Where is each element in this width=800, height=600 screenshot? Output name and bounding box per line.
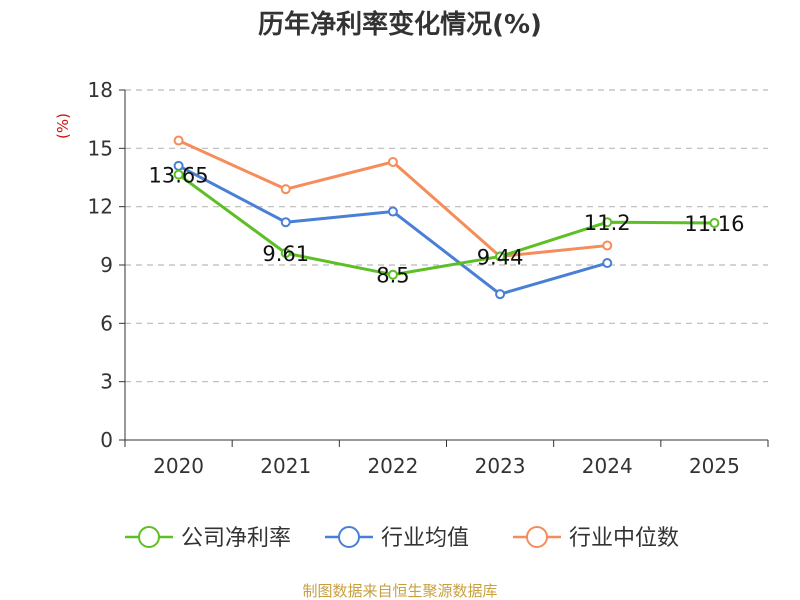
legend-marker-icon — [338, 526, 360, 548]
data-point — [280, 248, 291, 259]
data-point — [387, 206, 398, 217]
data-point — [709, 218, 720, 228]
data-point — [280, 184, 291, 195]
axes: 0 3 6 9 12 15 18 2020 2021 2022 2023 2024 2025 — [88, 78, 769, 478]
grid — [125, 89, 768, 383]
series-1 — [173, 169, 720, 280]
legend-item[interactable]: 行业均值 — [325, 526, 469, 551]
y-tick-label: 9 — [100, 253, 113, 277]
legend-label: 行业均值 — [381, 526, 469, 551]
y-axis-label: (%) — [54, 113, 72, 139]
data-labels: 13.65 9.61 8.5 9.44 11.2 11.16 — [149, 164, 745, 288]
x-tick-label: 2021 — [260, 454, 311, 478]
series-line — [177, 173, 716, 277]
y-tick-label: 15 — [88, 136, 113, 160]
y-tick-label: 12 — [88, 195, 113, 219]
legend-label: 行业中位数 — [569, 526, 679, 551]
data-label: 8.5 — [376, 264, 409, 288]
x-tick-label: 2020 — [153, 454, 204, 478]
data-point — [495, 251, 506, 262]
data-point — [602, 217, 613, 228]
data-label: 11.2 — [584, 211, 631, 235]
data-label: 13.65 — [149, 164, 209, 188]
data-label: 11.16 — [684, 212, 744, 236]
y-tick-label: 0 — [100, 428, 113, 452]
data-point — [173, 135, 184, 146]
legend-item[interactable]: 行业中位数 — [513, 526, 679, 551]
legend-label: 公司净利率 — [181, 526, 291, 551]
y-tick-label: 3 — [100, 370, 113, 394]
data-label: 9.61 — [262, 242, 309, 266]
data-point — [602, 258, 613, 269]
legend[interactable]: 公司净利率 行业均值 行业中位数 — [125, 526, 679, 551]
y-tick-label: 6 — [100, 311, 113, 335]
data-point — [495, 289, 506, 300]
data-point — [602, 240, 613, 251]
data-point — [387, 156, 398, 167]
source-note: 制图数据来自恒生聚源数据库 — [302, 582, 497, 600]
data-point — [387, 269, 398, 280]
legend-marker-icon — [526, 526, 548, 548]
x-tick-label: 2025 — [689, 454, 740, 478]
series — [173, 135, 720, 300]
legend-marker-icon — [138, 526, 160, 548]
x-tick-label: 2023 — [475, 454, 526, 478]
chart-title: 历年净利率变化情况(%) — [258, 9, 542, 40]
x-tick-label: 2024 — [582, 454, 633, 478]
data-point — [173, 169, 184, 180]
data-point — [280, 217, 291, 228]
x-tick-label: 2022 — [367, 454, 418, 478]
data-label: 9.44 — [477, 245, 524, 269]
y-tick-label: 18 — [88, 78, 113, 102]
legend-item[interactable]: 公司净利率 — [125, 526, 291, 551]
